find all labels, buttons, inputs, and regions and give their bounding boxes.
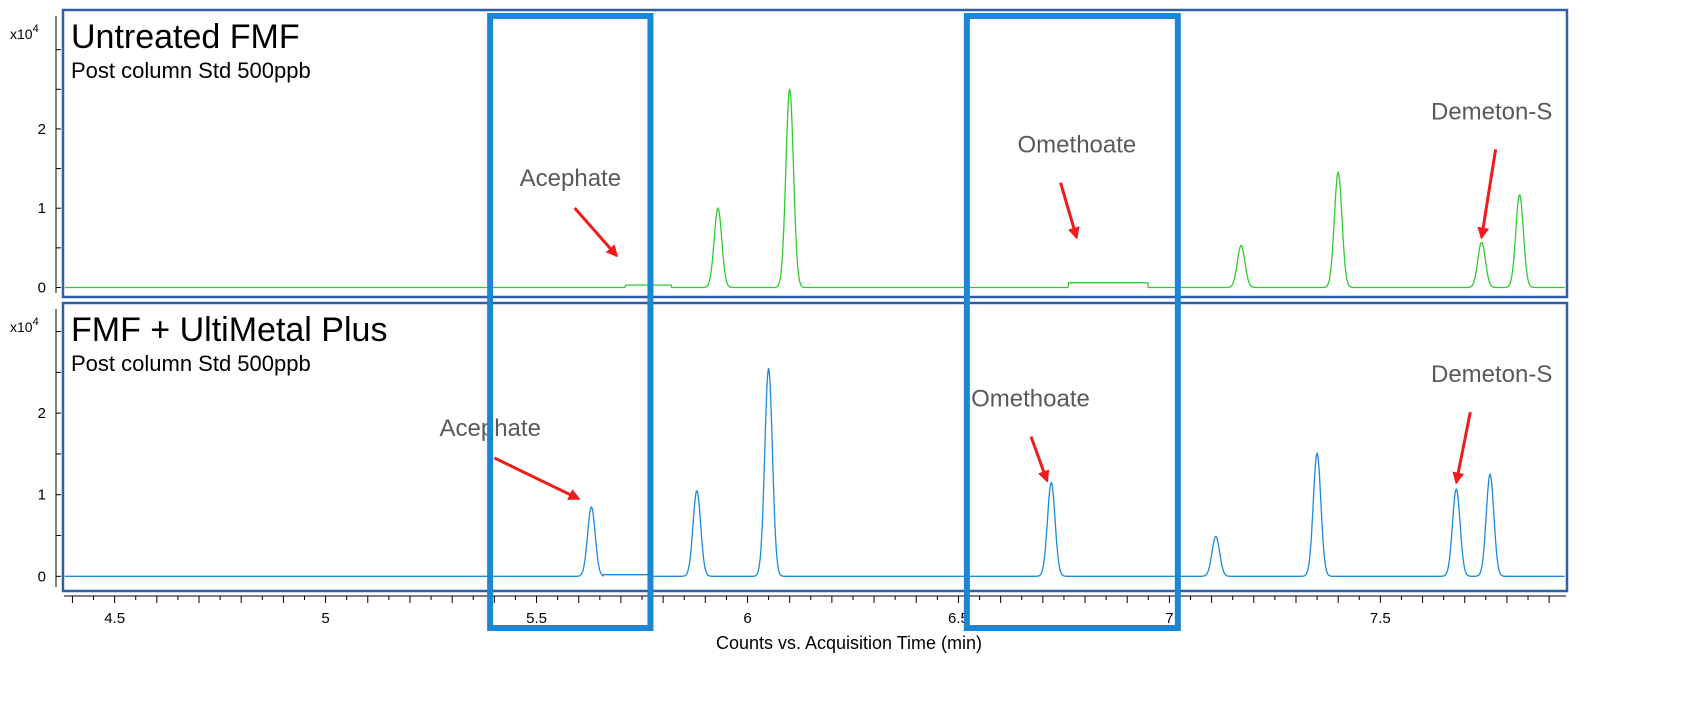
x-tick-label: 7 [1165,610,1173,627]
panel-title: FMF + UltiMetal Plus [71,311,387,349]
x-tick-label: 6 [743,610,751,627]
y-multiplier: x104 [10,23,39,42]
y-multiplier: x104 [10,316,39,335]
y-tick-label: 2 [38,121,46,138]
annotation-arrow [1059,182,1080,240]
highlight-box-2 [963,13,1181,631]
panel-frame [61,301,1569,593]
annotation-arrow [1029,436,1050,483]
x-tick-label: 5.5 [526,610,547,627]
x-axis-label: Counts vs. Acquisition Time (min) [716,633,982,653]
series-line [64,368,1565,577]
series-line [64,87,1565,289]
panel-subtitle: Post column Std 500ppb [71,351,311,376]
y-tick-label: 0 [38,568,46,585]
x-tick-label: 6.5 [948,610,969,627]
y-multiplier-base: x10 [10,319,33,335]
annotation-arrow [493,456,581,501]
peak-annotation-label: Omethoate [1018,132,1137,159]
annotation-arrow [573,207,619,258]
highlight-box-1 [487,13,654,631]
annotation-arrow [1452,411,1472,485]
x-tick-label: 4.5 [104,610,125,627]
peak-annotation-label: Demeton-S [1431,98,1552,125]
y-multiplier-exponent: 4 [33,23,39,35]
x-axis: 4.5 5 5.5 6 6.5 7 7.5 Counts vs. Acquisition Ti… [64,595,1566,653]
panel-subtitle: Post column Std 500ppb [71,58,311,83]
y-tick-label: 0 [38,279,46,296]
panel-title: Untreated FMF [71,18,300,56]
x-tick-label: 5 [321,610,329,627]
x-tick-label: 7.5 [1370,610,1391,627]
panel-frame [61,8,1569,299]
y-multiplier-base: x10 [10,26,33,42]
y-tick-label: 2 [38,405,46,422]
y-multiplier-exponent: 4 [33,316,39,328]
annotation-arrow [1477,149,1498,240]
y-tick-label: 1 [38,487,46,504]
peak-annotation-label: Omethoate [971,386,1090,413]
y-tick-label: 1 [38,200,46,217]
peak-annotation-label: Demeton-S [1431,361,1552,388]
peak-annotation-label: Acephate [520,165,621,192]
